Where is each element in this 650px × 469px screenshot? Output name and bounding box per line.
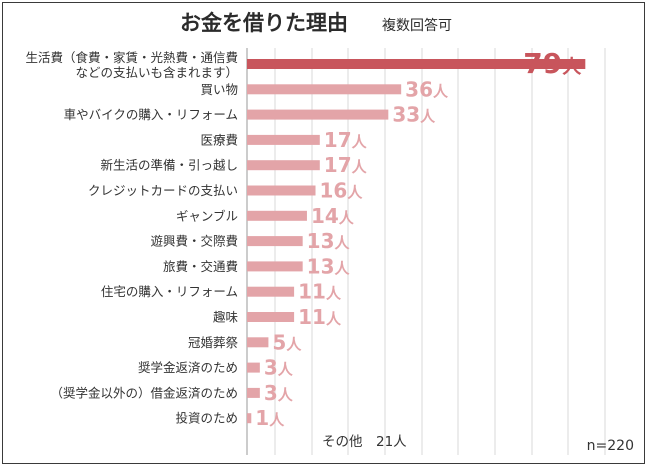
category-label: 投資のため — [175, 411, 238, 426]
bar — [247, 387, 260, 398]
bar — [247, 337, 269, 348]
value-label: 11人 — [298, 305, 342, 329]
sample-size: n=220 — [587, 438, 634, 454]
value-label: 3人 — [264, 356, 294, 380]
bar — [247, 286, 295, 297]
bar — [247, 362, 260, 373]
category-label: 旅費・交通費 — [163, 259, 238, 274]
chart-frame — [2, 2, 645, 464]
category-label: 趣味 — [213, 310, 239, 325]
value-label: 1人 — [255, 406, 285, 430]
category-label: 車やバイクの購入・リフォーム — [64, 107, 238, 122]
value-label: 17人 — [324, 128, 368, 152]
category-label: （奨学金以外の）借金返済のため — [50, 385, 238, 400]
bar — [247, 312, 295, 322]
category-label: 奨学金返済のため — [138, 360, 238, 375]
value-label: 17人 — [324, 153, 368, 177]
bars — [247, 59, 586, 424]
other-note: その他 21人 — [322, 434, 407, 450]
category-label: 生活費（食費・家賃・光熱費・通信費などの支払いも含まれます） — [25, 50, 238, 80]
category-label: クレジットカードの支払い — [88, 183, 238, 198]
value-label: 36人 — [405, 77, 449, 101]
bar — [247, 185, 316, 196]
value-label: 13人 — [307, 254, 351, 278]
category-label: 医療費 — [200, 132, 238, 147]
chart-title: お金を借りた理由 — [180, 11, 348, 35]
bar — [247, 261, 303, 272]
bar — [247, 84, 402, 95]
bar — [247, 210, 307, 221]
category-label: 新生活の準備・引っ越し — [100, 158, 238, 173]
bar — [247, 134, 320, 145]
value-labels: 79人36人33人17人17人16人14人13人13人11人11人5人3人3人1… — [255, 47, 582, 430]
bar — [247, 160, 320, 171]
value-label: 13人 — [307, 229, 351, 253]
bar — [247, 59, 586, 69]
value-label: 3人 — [264, 381, 294, 405]
category-label: ギャンブル — [176, 208, 238, 223]
category-labels: 生活費（食費・家賃・光熱費・通信費などの支払いも含まれます） 買い物車やバイクの購… — [25, 50, 238, 426]
bar — [247, 413, 252, 424]
category-label: 遊興費・交際費 — [150, 234, 238, 249]
value-label: 14人 — [311, 204, 355, 228]
value-label: 11人 — [298, 280, 342, 304]
category-label: 住宅の購入・リフォーム — [101, 284, 238, 299]
category-label: 買い物 — [200, 82, 238, 97]
bar — [247, 109, 389, 120]
category-label: 冠婚葬祭 — [188, 335, 239, 350]
value-label: 16人 — [320, 179, 364, 203]
value-label: 33人 — [392, 103, 436, 127]
value-label: 5人 — [272, 330, 302, 354]
bar — [247, 236, 303, 247]
value-label: 79人 — [523, 47, 582, 80]
chart-subtitle: 複数回答可 — [382, 17, 452, 34]
